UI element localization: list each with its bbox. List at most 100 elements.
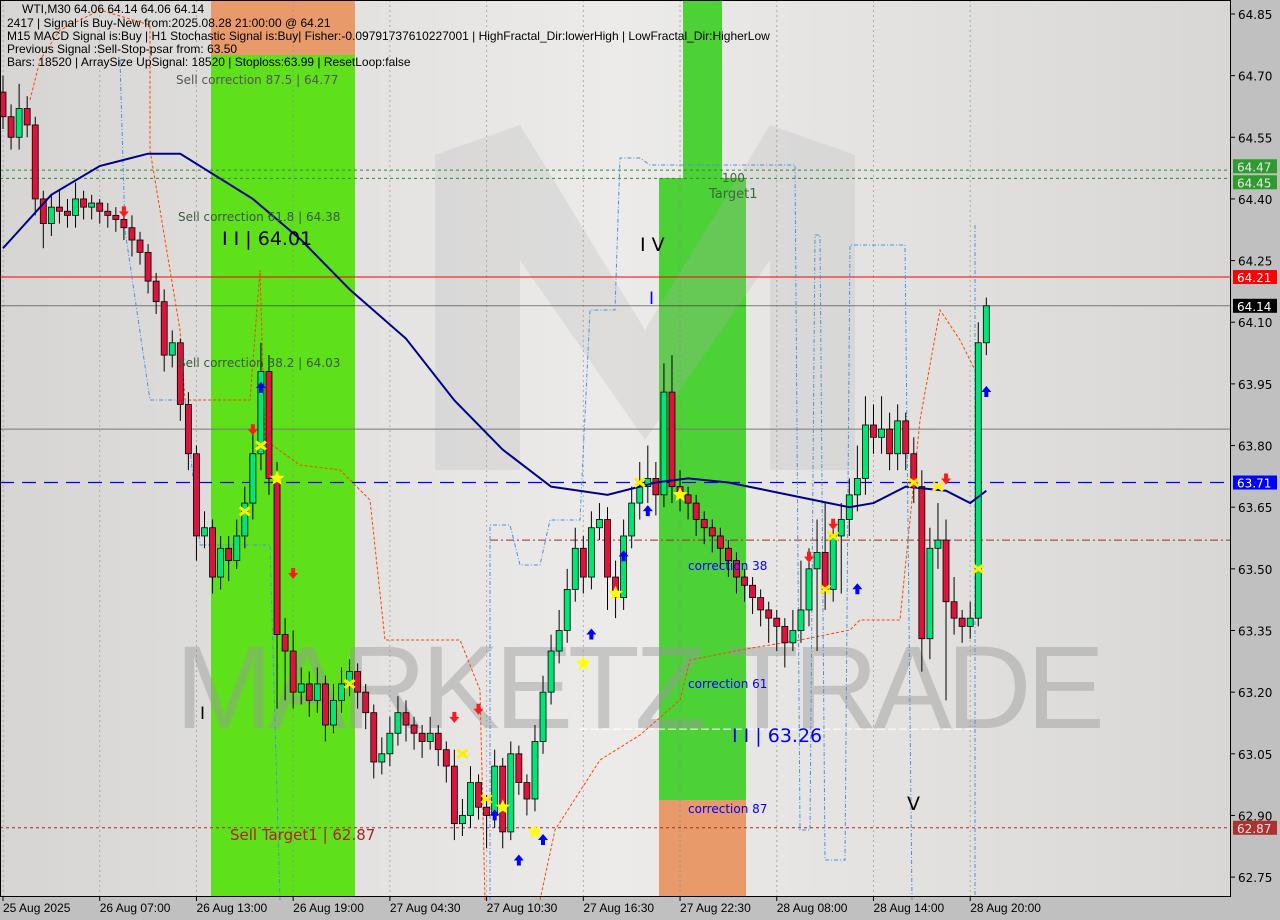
candle — [547, 634, 555, 705]
candle-body — [579, 547, 587, 578]
y-tick-label: 63.35 — [1238, 624, 1272, 638]
candle-body — [128, 227, 136, 241]
price-label-box — [1233, 270, 1277, 285]
candle-body — [765, 609, 773, 619]
candle-body — [321, 683, 329, 726]
candle-body — [201, 527, 208, 537]
candle — [96, 198, 104, 224]
y-tick-label: 64.25 — [1238, 255, 1272, 269]
cross-icon — [972, 563, 985, 575]
candle-body — [660, 391, 668, 496]
candle — [749, 577, 756, 615]
candle — [201, 511, 208, 549]
price-label-text: 64.21 — [1237, 271, 1271, 285]
candle — [31, 116, 39, 216]
candle-body — [966, 617, 974, 627]
candle — [394, 696, 402, 746]
candle-body — [217, 547, 225, 578]
candle — [507, 741, 515, 841]
candle — [555, 609, 563, 664]
candle-body — [692, 502, 700, 520]
candle — [193, 445, 200, 561]
candle-body — [620, 535, 628, 599]
plot-area — [0, 0, 1230, 896]
price-label-text: 64.45 — [1237, 176, 1271, 190]
x-tick-label: 26 Aug 19:00 — [293, 901, 364, 915]
candle-body — [571, 547, 579, 590]
candle-body — [418, 732, 426, 742]
candle-body — [394, 712, 402, 734]
watermark-logo — [435, 125, 855, 470]
y-tick-label: 64.55 — [1238, 131, 1272, 145]
y-tick-label: 63.65 — [1238, 501, 1272, 515]
candle-body — [47, 206, 55, 224]
candle-body — [257, 371, 265, 455]
candle-body — [15, 108, 23, 138]
candle — [426, 716, 434, 750]
x-tick-label: 25 Aug 2025 — [3, 901, 71, 915]
candle-body — [829, 535, 837, 590]
x-tick-label: 27 Aug 16:30 — [583, 901, 654, 915]
candle-body — [362, 691, 370, 714]
candle — [773, 609, 781, 652]
candle — [47, 194, 55, 236]
candle — [571, 527, 579, 602]
x-tick-label: 28 Aug 14:00 — [873, 901, 944, 915]
candle — [15, 83, 23, 150]
candle-body — [241, 502, 249, 537]
cross-icon — [932, 481, 944, 492]
price-label-box — [1233, 475, 1277, 490]
cross-icon — [238, 506, 251, 517]
candle-body — [305, 683, 313, 701]
candle — [531, 725, 539, 812]
candle-body — [515, 753, 523, 783]
x-tick-label: 28 Aug 08:00 — [777, 901, 848, 915]
candle-body — [442, 749, 450, 767]
candle — [321, 675, 329, 742]
candle-body — [402, 712, 410, 726]
sell-arrow-icon — [828, 518, 839, 530]
correction-87-label: correction 87 — [688, 802, 768, 816]
buy-arrow-icon — [489, 809, 500, 821]
candle — [539, 675, 547, 754]
candle — [160, 289, 168, 372]
wave-ii-right-label: I I | 63.26 — [732, 725, 823, 747]
candle — [0, 75, 7, 130]
candle — [515, 745, 523, 795]
y-tick-label: 63.50 — [1238, 563, 1272, 577]
cross-icon — [633, 477, 646, 488]
candle — [39, 190, 47, 249]
candle-body — [862, 424, 869, 479]
candle-body — [668, 391, 676, 488]
y-tick-label: 63.80 — [1238, 440, 1272, 454]
zone-band-green — [211, 0, 355, 896]
cross-icon — [907, 477, 920, 488]
target1-label: Target1 — [709, 187, 758, 202]
envelope-line-right — [489, 157, 913, 901]
candle — [450, 749, 458, 841]
candle-body — [684, 494, 692, 504]
candle — [797, 560, 805, 643]
candle-body — [459, 815, 466, 825]
candle — [136, 231, 144, 265]
candle-body — [467, 782, 474, 816]
candle-body — [281, 634, 289, 652]
y-tick-label: 63.05 — [1238, 748, 1272, 762]
sell-arrow-icon — [449, 711, 460, 723]
candle-body — [587, 527, 595, 578]
cross-icon — [456, 748, 469, 759]
candle-body — [837, 519, 845, 537]
candle-body — [434, 732, 442, 751]
candle — [620, 519, 628, 610]
candle — [725, 540, 732, 578]
candle-body — [338, 683, 345, 701]
candle-body — [184, 404, 192, 455]
candle — [184, 392, 192, 471]
candle-body — [708, 527, 716, 537]
candle-body — [410, 724, 418, 734]
candle-body — [563, 588, 571, 631]
cross-icon — [827, 530, 840, 542]
x-tick-label: 27 Aug 10:30 — [487, 901, 558, 915]
candle-body — [716, 535, 724, 549]
